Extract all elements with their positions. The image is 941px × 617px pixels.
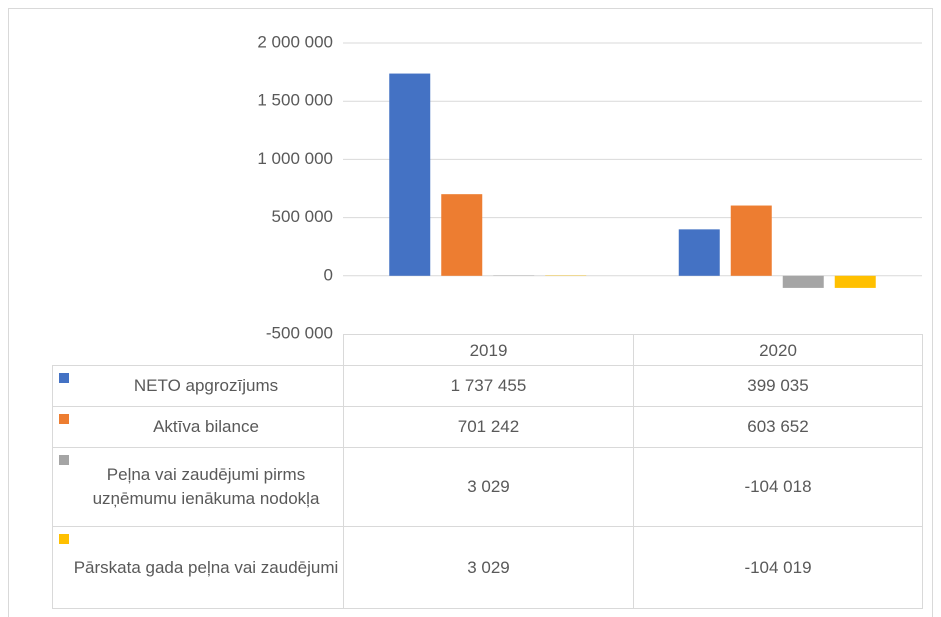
legend-label: NETO apgrozījums bbox=[133, 376, 279, 395]
legend-key bbox=[59, 414, 69, 424]
data-label: 701 242 bbox=[343, 406, 634, 448]
y-tick-label: -500 000 bbox=[266, 323, 333, 342]
data-label: 1 737 455 bbox=[343, 365, 634, 407]
data-label: 603 652 bbox=[633, 406, 923, 448]
bar bbox=[678, 229, 720, 276]
data-label: 3 029 bbox=[343, 447, 634, 527]
data-label: 3 029 bbox=[343, 526, 634, 609]
bar bbox=[389, 73, 431, 276]
x-tick-label: 2020 bbox=[633, 334, 923, 366]
legend-label: Aktīva bilance bbox=[153, 417, 259, 436]
legend-key bbox=[59, 373, 69, 383]
y-tick-label: 0 bbox=[324, 265, 333, 284]
legend-entry: Aktīva bilance bbox=[52, 406, 344, 448]
data-label: -104 018 bbox=[633, 447, 923, 527]
legend-entry: Pārskata gada peļna vai zaudējumi bbox=[52, 526, 344, 609]
y-tick-label: 2 000 000 bbox=[257, 32, 333, 51]
x-tick-label: 2019 bbox=[343, 334, 634, 366]
legend-label: Pārskata gada peļna vai zaudējumi bbox=[73, 557, 339, 577]
bar bbox=[441, 194, 483, 276]
y-tick-label: 1 500 000 bbox=[257, 91, 333, 110]
chart-border bbox=[8, 8, 933, 617]
data-label: 399 035 bbox=[633, 365, 923, 407]
data-label: -104 019 bbox=[633, 526, 923, 609]
legend-entry: Peļna vai zaudējumi pirms uzņēmumu ienāk… bbox=[52, 447, 344, 527]
bar bbox=[730, 205, 772, 276]
bar bbox=[782, 275, 824, 288]
y-tick-label: 500 000 bbox=[272, 207, 333, 226]
legend-key bbox=[59, 455, 69, 465]
bar bbox=[834, 275, 876, 288]
legend-key bbox=[59, 534, 69, 544]
y-tick-label: 1 000 000 bbox=[257, 149, 333, 168]
legend-label: Peļna vai zaudējumi pirms uzņēmumu ienāk… bbox=[92, 465, 320, 508]
legend-entry: NETO apgrozījums bbox=[52, 365, 344, 407]
